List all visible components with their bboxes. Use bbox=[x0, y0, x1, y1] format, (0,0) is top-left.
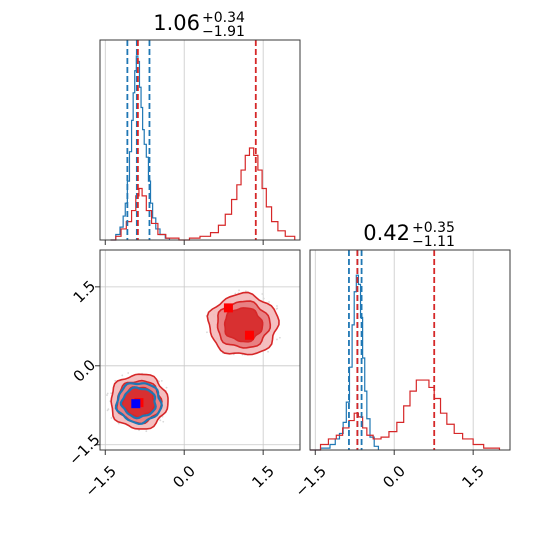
joint-y-tick-label-0: −1.5 bbox=[65, 430, 103, 468]
joint-x-tick-label-0: −1.5 bbox=[82, 462, 120, 500]
hist-param1-series-1 bbox=[110, 147, 296, 241]
p2-x-tick-label-2: 1.5 bbox=[458, 462, 488, 492]
sample-dot bbox=[276, 307, 279, 310]
red-marker-1 bbox=[244, 330, 254, 340]
sample-dot bbox=[234, 292, 237, 295]
contour-blue-2-level-0 bbox=[114, 382, 163, 426]
sample-dot bbox=[110, 417, 113, 419]
joint-x-tick-label-2: 1.5 bbox=[248, 462, 278, 492]
sample-dot bbox=[276, 305, 278, 307]
sample-dot bbox=[165, 386, 168, 389]
histogram-param1-frame bbox=[99, 39, 301, 241]
sample-dot bbox=[106, 409, 109, 412]
title-param1-lower: −1.91 bbox=[202, 24, 245, 40]
contour-blue-2-level-1 bbox=[119, 386, 157, 420]
sample-dot bbox=[268, 301, 270, 303]
p2-x-tick-label-0: −1.5 bbox=[292, 462, 330, 500]
title-param2-lower: −1.11 bbox=[412, 234, 455, 250]
sample-dot bbox=[238, 289, 240, 292]
hist-param2-series-1 bbox=[310, 379, 501, 451]
sample-dot bbox=[106, 392, 109, 395]
hist-param1-series-0 bbox=[110, 55, 171, 241]
joint-x-tick-label-1: 0.0 bbox=[169, 462, 199, 492]
sample-dot bbox=[114, 379, 117, 382]
sample-dot bbox=[159, 419, 162, 422]
red-marker-0 bbox=[223, 303, 233, 313]
sample-dot bbox=[160, 379, 163, 382]
joint-y-tick-label-2: 1.5 bbox=[70, 277, 100, 307]
sample-dot bbox=[262, 297, 265, 300]
sample-dot bbox=[107, 408, 110, 411]
sample-dot bbox=[206, 331, 208, 334]
sample-dot bbox=[121, 374, 124, 377]
sample-dot bbox=[106, 394, 108, 396]
sample-dot bbox=[127, 372, 130, 374]
sample-dot bbox=[110, 392, 113, 395]
joint-density-frame bbox=[99, 249, 301, 451]
joint-density-panel: −1.5 0.0 1.5 −1.5 0.0 1.5 bbox=[65, 249, 301, 501]
sample-dot bbox=[261, 293, 264, 295]
blue-marker bbox=[131, 399, 141, 409]
p2-x-tick-label-1: 0.0 bbox=[379, 462, 409, 492]
sample-dot bbox=[138, 429, 140, 432]
sample-dot bbox=[162, 420, 165, 423]
histogram-panel-param1: 1.06 +0.34 −1.91 bbox=[99, 10, 301, 245]
title-param1-upper: +0.34 bbox=[202, 10, 245, 26]
joint-y-tick-label-1: 0.0 bbox=[70, 356, 100, 386]
title-param2-upper: +0.35 bbox=[412, 220, 455, 236]
histogram-param2-frame bbox=[309, 249, 511, 451]
hist-param2-series-0 bbox=[310, 274, 380, 451]
sample-dot bbox=[278, 336, 281, 339]
title-param2: 0.42 bbox=[363, 221, 410, 245]
sample-dot bbox=[117, 422, 120, 425]
title-param1: 1.06 bbox=[153, 11, 200, 35]
histogram-panel-param2: −1.5 0.0 1.5 0.42 +0.35 −1.11 bbox=[292, 220, 511, 501]
sample-dot bbox=[267, 350, 269, 353]
sample-dot bbox=[145, 430, 148, 433]
sample-dot bbox=[276, 338, 278, 341]
